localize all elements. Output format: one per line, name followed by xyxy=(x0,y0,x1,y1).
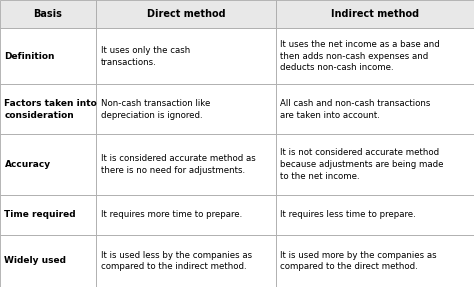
Bar xyxy=(276,84,474,135)
Bar xyxy=(276,235,474,287)
Text: All cash and non-cash transactions
are taken into account.: All cash and non-cash transactions are t… xyxy=(281,99,431,120)
Text: Accuracy: Accuracy xyxy=(4,160,51,169)
Text: It is used more by the companies as
compared to the direct method.: It is used more by the companies as comp… xyxy=(281,251,437,271)
Bar xyxy=(276,28,474,84)
Text: It requires more time to prepare.: It requires more time to prepare. xyxy=(100,210,242,219)
Text: It requires less time to prepare.: It requires less time to prepare. xyxy=(281,210,416,219)
Text: Time required: Time required xyxy=(4,210,76,219)
Text: Direct method: Direct method xyxy=(146,9,225,19)
Bar xyxy=(276,195,474,235)
Text: Indirect method: Indirect method xyxy=(331,9,419,19)
Bar xyxy=(276,135,474,195)
Text: Factors taken into
consideration: Factors taken into consideration xyxy=(4,99,97,120)
Bar xyxy=(96,28,276,84)
Text: Non-cash transaction like
depreciation is ignored.: Non-cash transaction like depreciation i… xyxy=(100,99,210,120)
Text: Widely used: Widely used xyxy=(4,256,66,265)
Bar xyxy=(0,0,96,28)
Bar xyxy=(96,195,276,235)
Bar xyxy=(0,84,96,135)
Text: It is used less by the companies as
compared to the indirect method.: It is used less by the companies as comp… xyxy=(100,251,252,271)
Bar xyxy=(96,135,276,195)
Bar xyxy=(0,195,96,235)
Bar xyxy=(0,135,96,195)
Text: It uses the net income as a base and
then adds non-cash expenses and
deducts non: It uses the net income as a base and the… xyxy=(281,40,440,73)
Text: Basis: Basis xyxy=(34,9,63,19)
Bar xyxy=(96,84,276,135)
Text: Definition: Definition xyxy=(4,52,55,61)
Bar xyxy=(0,235,96,287)
Text: It is not considered accurate method
because adjustments are being made
to the n: It is not considered accurate method bec… xyxy=(281,148,444,181)
Bar xyxy=(96,235,276,287)
Bar xyxy=(96,0,276,28)
Text: It is considered accurate method as
there is no need for adjustments.: It is considered accurate method as ther… xyxy=(100,154,255,175)
Bar xyxy=(0,28,96,84)
Text: It uses only the cash
transactions.: It uses only the cash transactions. xyxy=(100,46,190,67)
Bar xyxy=(276,0,474,28)
